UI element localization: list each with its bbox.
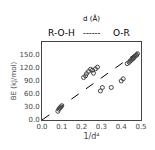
- svg-text:150.0: 150.0: [20, 51, 40, 59]
- svg-text:120.0: 120.0: [20, 64, 40, 72]
- svg-text:0.0: 0.0: [28, 116, 39, 124]
- svg-text:------: ------: [83, 29, 100, 38]
- svg-text:1/d⁴: 1/d⁴: [83, 132, 99, 141]
- svg-text:90.0: 90.0: [24, 77, 40, 85]
- svg-text:R-O-H: R-O-H: [48, 28, 75, 38]
- svg-text:0.3: 0.3: [96, 123, 107, 131]
- svg-text:d (Å): d (Å): [83, 14, 100, 23]
- svg-text:60.0: 60.0: [24, 90, 40, 98]
- svg-text:O-R: O-R: [113, 28, 130, 38]
- svg-text:0.0: 0.0: [36, 123, 47, 131]
- svg-text:BE (kJ/mol): BE (kJ/mol): [10, 62, 18, 101]
- svg-text:0.5: 0.5: [135, 123, 146, 131]
- svg-text:30.0: 30.0: [24, 103, 40, 111]
- svg-text:0.1: 0.1: [56, 123, 67, 131]
- svg-text:0.4: 0.4: [116, 123, 128, 131]
- svg-text:0.2: 0.2: [76, 123, 87, 131]
